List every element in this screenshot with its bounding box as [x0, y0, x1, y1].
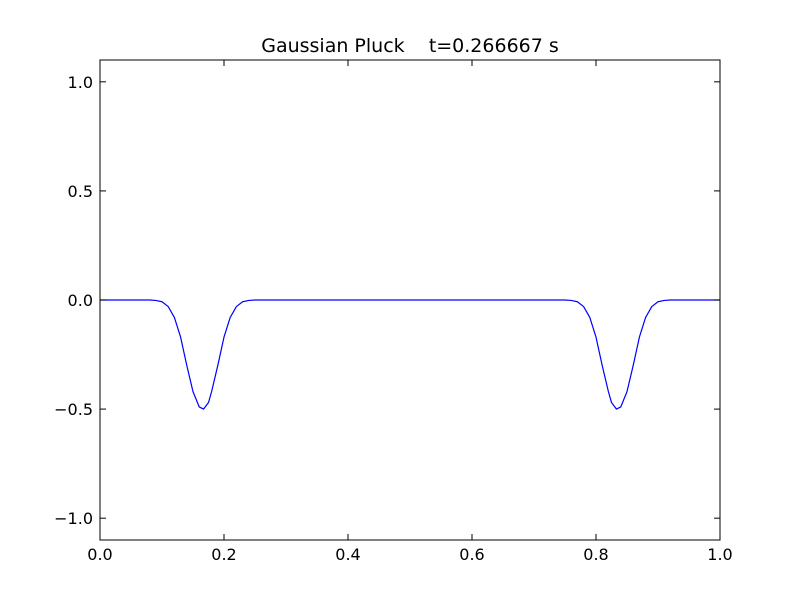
- y-tick-label: 1.0: [68, 73, 93, 92]
- x-tick-label: 0.2: [211, 545, 236, 564]
- plot-frame: [99, 59, 721, 541]
- x-tick-label: 0.4: [335, 545, 360, 564]
- x-tick-label: 1.0: [707, 545, 732, 564]
- tick-label-layer: 0.0 0.2 0.4 0.6 0.8 1.0 1.0 0.5 0.0 −0.5 −1.0: [54, 73, 733, 564]
- x-tick-label: 0.8: [583, 545, 608, 564]
- y-tick-label: 0.0: [68, 291, 93, 310]
- series-layer: [100, 299, 720, 410]
- series-line-0: [100, 299, 720, 410]
- x-tick-label: 0.6: [459, 545, 484, 564]
- chart-title: Gaussian Pluck t=0.266667 s: [261, 35, 559, 57]
- y-tick-label: −0.5: [54, 400, 93, 419]
- y-tick-label: −1.0: [54, 509, 93, 528]
- y-tick-label: 0.5: [68, 182, 93, 201]
- x-tick-label: 0.0: [87, 545, 112, 564]
